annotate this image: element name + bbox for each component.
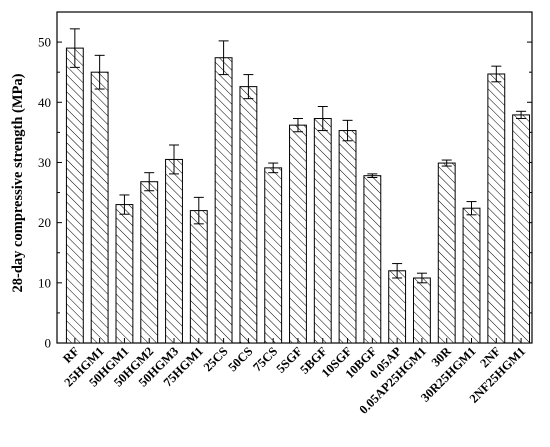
y-tick-label: 0	[45, 336, 52, 351]
x-tick-label-25CS: 25CS	[201, 344, 231, 374]
y-axis: 0 10 20 30 40 50	[38, 35, 532, 351]
bar-50HGM2	[140, 181, 159, 344]
bar-0.05AP25HGM1	[412, 277, 431, 344]
y-tick-label: 30	[38, 155, 51, 170]
x-tick-label-75CS: 75CS	[250, 344, 280, 374]
bar-50HGM3	[165, 158, 183, 344]
bar-10BGF	[363, 175, 382, 344]
bar-5SGF	[289, 124, 307, 344]
bar-75HGM1	[189, 210, 208, 344]
error-bars	[69, 28, 527, 284]
bar-25HGM1	[90, 71, 109, 344]
y-tick-label: 10	[38, 275, 51, 290]
y-axis-title: 28-day compressive strength (MPa)	[10, 73, 26, 292]
bar-2NF	[487, 73, 506, 344]
bar-30R25HGM1	[462, 207, 481, 344]
bar-50HGM1	[115, 204, 134, 344]
bar-25CS	[214, 57, 233, 344]
bar-RF	[65, 47, 84, 344]
bar-10SGF	[338, 130, 357, 344]
bar-0.05AP	[388, 270, 407, 344]
bar-2NF25HGM1	[512, 114, 531, 344]
bar-75CS	[264, 167, 283, 344]
y-tick-label: 40	[38, 95, 51, 110]
x-axis: RF25HGM150HGM150HGM250HGM375HGM125CS50CS…	[60, 338, 528, 417]
bar-5BGF	[313, 118, 332, 344]
y-tick-label: 20	[38, 215, 51, 230]
x-tick-label-50CS: 50CS	[225, 344, 255, 374]
y-tick-label: 50	[38, 35, 51, 50]
bar-30R	[437, 162, 456, 344]
bars	[65, 47, 531, 344]
bar-50CS	[239, 86, 258, 344]
